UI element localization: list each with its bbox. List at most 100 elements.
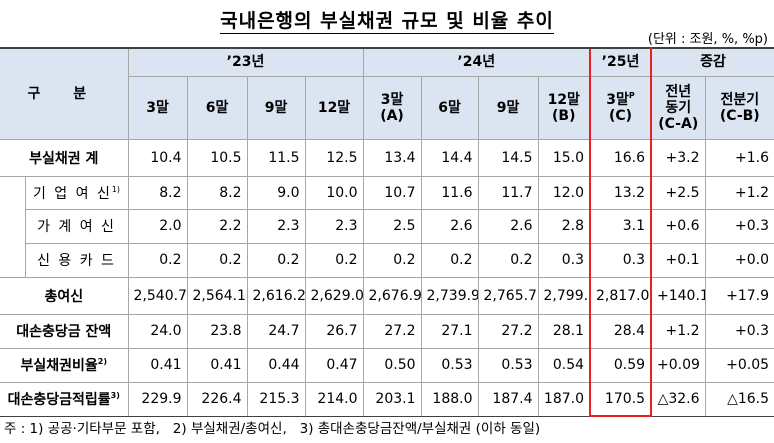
value-cell: +3.2 (650, 138, 706, 177)
row-label: 기 업 여 신1) (24, 175, 129, 210)
column-header-line: 3말 (380, 91, 404, 108)
value-cell: +1.2 (650, 313, 706, 349)
value-cell: 13.4 (362, 138, 422, 177)
value-cell: 11.6 (420, 175, 479, 210)
value-cell: 0.2 (246, 242, 306, 278)
data-row-sub: 기 업 여 신1) 8.2 8.2 9.0 10.0 10.7 11.6 11.7 12.0 13… (0, 175, 774, 278)
column-header: 12말 (304, 75, 364, 140)
data-row: 부실채권 계 10.4 10.5 11.5 12.5 13.4 14.4 14.5 15.0 16… (0, 138, 774, 177)
column-header-line: (B) (552, 107, 576, 124)
value-cell: 3.1 (589, 208, 653, 244)
value-cell: 170.5 (589, 381, 653, 417)
value-cell: 8.2 (186, 175, 248, 210)
data-row: 부실채권비율2) 0.41 0.41 0.44 0.47 0.50 0.53 0.53 0.54… (0, 347, 774, 383)
row-label-text: 총여신 (44, 288, 84, 305)
value-cell: 214.0 (304, 381, 364, 417)
table-body: 구 분 ’23년 ’24년 ’25년 증감 3말 6말 9말 12말 3말 (A) 6말 9말 12말 (B… (0, 47, 774, 417)
footnote: 주 : 1) 공공·기타부문 포함, 2) 부실채권/총여신, 3) 총대손충당… (4, 421, 541, 437)
value-cell: 26.7 (304, 313, 364, 349)
column-header-line: 전년 (665, 83, 692, 100)
indent-cell (0, 175, 26, 278)
value-cell: 2.6 (477, 208, 539, 244)
value-cell: 203.1 (362, 381, 422, 417)
value-cell: 10.7 (362, 175, 422, 210)
value-cell: 2.2 (186, 208, 248, 244)
value-cell: 2.6 (420, 208, 479, 244)
data-row: 대손충당금 잔액 24.0 23.8 24.7 26.7 27.2 27.1 27.2 28.1… (0, 313, 774, 349)
value-cell: △32.6 (650, 381, 706, 417)
column-header-line: 동기 (665, 99, 692, 116)
value-cell: 187.0 (537, 381, 591, 417)
column-header-line: 9말 (496, 99, 520, 116)
column-header: 9말 (477, 75, 539, 140)
value-cell: 2,739.9 (420, 276, 479, 315)
column-header-line: 3말 (146, 99, 169, 116)
column-header: 9말 (246, 75, 306, 140)
value-cell: 2,817.0 (589, 276, 653, 315)
value-cell: 0.54 (537, 347, 591, 383)
value-cell: 28.4 (589, 313, 653, 349)
row-label-note: 1) (111, 184, 121, 194)
row-label: 대손충당금적립률3) (0, 381, 129, 417)
value-cell: +0.0 (704, 242, 774, 278)
value-cell: 0.3 (537, 242, 591, 278)
data-row-sub: 신 용 카 드 0.2 0.2 0.2 0.2 0.2 0.2 0.2 0.3 0.3 +0.1 +0… (0, 242, 774, 278)
value-cell: 14.5 (477, 138, 539, 177)
row-label-text: 대손충당금적립률 (7, 392, 111, 408)
row-label-text: 부실채권 계 (29, 150, 99, 167)
value-cell: +0.05 (704, 347, 774, 383)
value-cell: 24.0 (127, 313, 188, 349)
column-header-line: (C-B) (719, 107, 760, 124)
value-cell: 0.53 (477, 347, 539, 383)
value-cell: 0.2 (420, 242, 479, 278)
value-cell: 2,799.1 (537, 276, 591, 315)
column-header: 3말 (A) (362, 75, 422, 140)
value-cell: 13.2 (589, 175, 653, 210)
value-cell: 0.2 (186, 242, 248, 278)
year-header: ’23년 (127, 47, 364, 77)
column-header-line: (C) (608, 107, 633, 124)
value-cell: 2,765.7 (477, 276, 539, 315)
column-header: 6말 (420, 75, 479, 140)
value-cell: 15.0 (537, 138, 591, 177)
value-cell: △16.5 (704, 381, 774, 417)
value-cell: 0.41 (186, 347, 248, 383)
data-table: 구 분 ’23년 ’24년 ’25년 증감 3말 6말 9말 12말 3말 (A) 6말 9말 12말 (B… (0, 47, 774, 417)
value-cell: 12.5 (304, 138, 364, 177)
title-text: 국내은행의 부실채권 규모 및 비율 추이 (220, 10, 554, 34)
column-header-line: (C-A) (658, 115, 699, 132)
row-label: 부실채권 계 (0, 138, 129, 177)
row-label: 총여신 (0, 276, 129, 315)
value-cell: +0.1 (650, 242, 706, 278)
value-cell: 2,564.1 (186, 276, 248, 315)
value-cell: 16.6 (589, 138, 653, 177)
value-cell: 0.50 (362, 347, 422, 383)
header-row: 3말 6말 9말 12말 3말 (A) 6말 9말 12말 (B) 3말P (C) 전년 동기 (C-A) 전… (0, 75, 774, 140)
value-cell: 2.8 (537, 208, 591, 244)
row-label-text: 부실채권비율 (20, 358, 98, 374)
value-cell: +0.3 (704, 208, 774, 244)
value-cell: 23.8 (186, 313, 248, 349)
value-cell: 2.3 (246, 208, 306, 244)
value-cell: +0.6 (650, 208, 706, 244)
column-header-line: 12말 (547, 91, 580, 108)
value-cell: 10.5 (186, 138, 248, 177)
value-cell: 8.2 (127, 175, 188, 210)
value-cell: 27.2 (362, 313, 422, 349)
value-cell: 2,629.0 (304, 276, 364, 315)
year-header: ’24년 (362, 47, 591, 77)
column-header-line: 전분기 (720, 91, 760, 108)
value-cell: 188.0 (420, 381, 479, 417)
row-label-note: 2) (97, 357, 108, 366)
column-header: 3말 (127, 75, 188, 140)
value-cell: 0.2 (304, 242, 364, 278)
value-cell: 11.5 (246, 138, 306, 177)
row-label: 가 계 여 신 (24, 208, 129, 244)
value-cell: 9.0 (246, 175, 306, 210)
value-cell: 10.0 (304, 175, 364, 210)
value-cell: 0.59 (589, 347, 653, 383)
value-cell: 12.0 (537, 175, 591, 210)
data-row: 총여신 2,540.7 2,564.1 2,616.2 2,629.0 2,676.9 2,… (0, 276, 774, 315)
unit-note: (단위 : 조원, %, %p) (647, 32, 768, 47)
